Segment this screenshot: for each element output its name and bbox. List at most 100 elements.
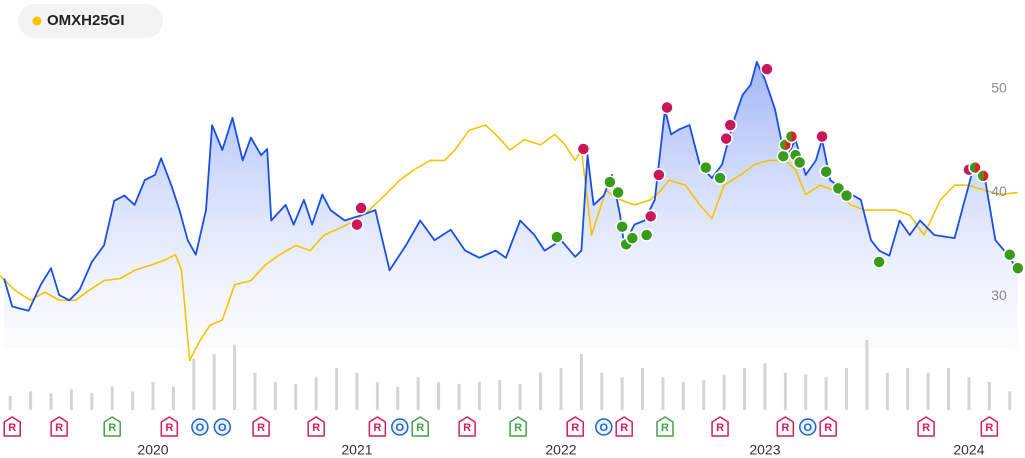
event-icon[interactable]: R xyxy=(307,416,325,437)
event-label: R xyxy=(416,422,424,434)
event-marker xyxy=(784,129,799,144)
volume-bar xyxy=(8,396,12,410)
event-shape xyxy=(3,416,21,437)
event-icon[interactable]: R xyxy=(917,416,935,437)
volume-bar xyxy=(783,372,787,410)
event-icon[interactable]: R xyxy=(656,416,674,437)
event-shape xyxy=(509,416,527,437)
event-icon[interactable]: R xyxy=(711,416,729,437)
event-icon[interactable]: O xyxy=(391,418,409,436)
event-icon[interactable]: R xyxy=(819,416,837,437)
event-icon[interactable]: R xyxy=(458,416,476,437)
volume-bar xyxy=(416,377,420,410)
volume-bar xyxy=(314,377,318,410)
event-marker xyxy=(615,219,629,234)
event-marker xyxy=(576,142,591,156)
volume-bar xyxy=(947,368,951,410)
event-label: R xyxy=(716,422,724,434)
event-marker xyxy=(603,175,617,189)
event-label: R xyxy=(824,422,832,434)
volume-bar xyxy=(539,372,543,410)
event-icon[interactable]: R xyxy=(3,416,21,437)
event-label: R xyxy=(373,422,381,434)
volume-bar xyxy=(600,372,604,410)
event-icon[interactable]: O xyxy=(799,418,817,436)
event-icon[interactable]: R xyxy=(615,416,633,437)
event-marker xyxy=(643,209,658,224)
volume-bar xyxy=(233,344,237,410)
event-icon[interactable]: O xyxy=(191,418,209,436)
event-icon[interactable]: O xyxy=(213,418,232,436)
x-tick-label: 2020 xyxy=(137,442,168,458)
volume-bar xyxy=(477,382,481,410)
volume-bar xyxy=(457,383,461,410)
event-shape xyxy=(391,418,409,436)
event-label: R xyxy=(8,422,16,434)
event-icon[interactable]: R xyxy=(980,416,999,437)
volume-bar xyxy=(355,372,359,410)
area-layer xyxy=(4,61,1018,349)
event-marker xyxy=(976,169,990,183)
event-label: O xyxy=(803,422,812,434)
x-tick-label: 2024 xyxy=(953,442,984,458)
volume-bar xyxy=(845,368,849,410)
volume-bar xyxy=(396,386,400,410)
event-shape xyxy=(307,416,325,437)
event-marker xyxy=(872,255,886,269)
event-shape xyxy=(819,416,837,437)
event-label: O xyxy=(218,422,227,434)
volume-bar xyxy=(987,382,991,410)
volume-bar xyxy=(192,358,196,410)
event-label: O xyxy=(600,422,609,434)
legend-swatch xyxy=(32,16,42,26)
event-label: R xyxy=(922,422,930,434)
volume-bar xyxy=(743,368,747,410)
event-shape xyxy=(411,416,429,437)
event-marker xyxy=(1011,261,1025,275)
volume-bar xyxy=(804,374,808,410)
event-icon[interactable]: R xyxy=(368,416,387,437)
volume-bar xyxy=(90,393,94,410)
legend: OMXH25GI xyxy=(18,4,163,38)
x-tick-label: 2021 xyxy=(341,442,372,458)
event-icon[interactable]: R xyxy=(103,416,121,437)
legend-label[interactable]: OMXH25GI xyxy=(47,12,125,29)
series-line xyxy=(3,61,1019,312)
event-shape xyxy=(252,416,270,437)
event-icon[interactable]: R xyxy=(509,416,527,437)
volume-bar xyxy=(926,372,930,410)
event-icon[interactable]: R xyxy=(776,416,795,437)
volume-bar xyxy=(518,383,522,410)
event-shape xyxy=(50,416,68,437)
event-label: R xyxy=(620,422,628,434)
legend-chip[interactable] xyxy=(18,4,163,38)
volume-bar xyxy=(722,374,726,410)
event-shape xyxy=(799,418,817,436)
event-icon[interactable]: R xyxy=(566,416,584,437)
event-marker xyxy=(713,171,727,185)
event-marker xyxy=(815,129,829,144)
event-shape xyxy=(566,416,584,437)
event-shape xyxy=(711,416,729,437)
event-icon[interactable]: O xyxy=(595,418,613,436)
event-icon[interactable]: R xyxy=(160,416,179,437)
event-icon[interactable]: R xyxy=(411,416,429,437)
volume-bar xyxy=(1008,391,1012,410)
event-marker xyxy=(350,217,364,232)
event-marker xyxy=(652,168,666,182)
event-icon[interactable]: R xyxy=(252,416,270,437)
event-marker xyxy=(760,62,774,76)
event-label: R xyxy=(312,422,320,434)
event-icon[interactable]: R xyxy=(50,416,68,437)
line-layer xyxy=(0,61,1019,362)
event-label: O xyxy=(196,422,205,434)
event-marker xyxy=(660,100,674,115)
volume-bar xyxy=(620,377,624,410)
volume-bar xyxy=(579,354,583,410)
volume-bar xyxy=(335,368,339,410)
event-shape xyxy=(213,418,232,436)
volume-bar xyxy=(151,382,155,410)
